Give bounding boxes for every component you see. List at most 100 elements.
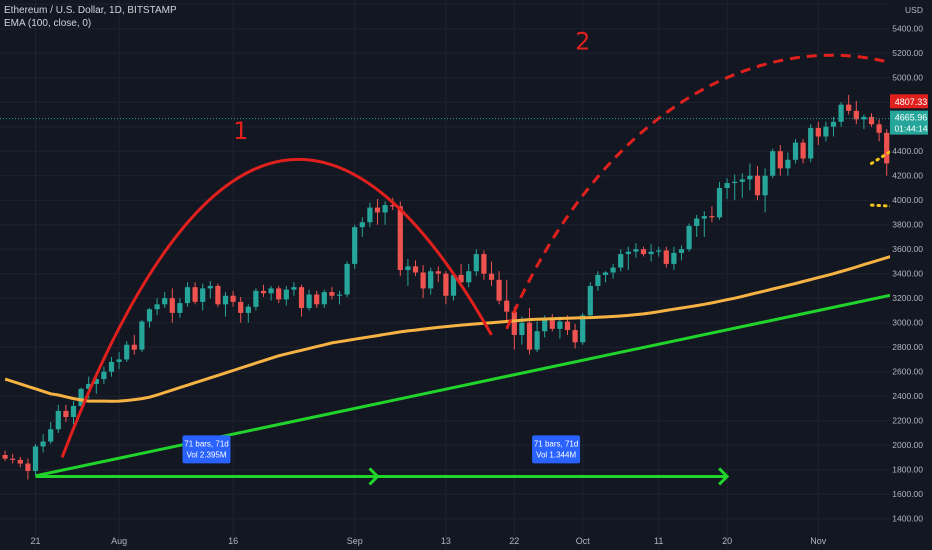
candle-body bbox=[701, 216, 707, 219]
resistance-price-bg bbox=[890, 94, 928, 109]
candle-body bbox=[846, 104, 852, 111]
price-axis-tick: 4400.00 bbox=[892, 146, 923, 156]
candle bbox=[162, 292, 168, 308]
candle bbox=[830, 116, 837, 137]
candle-body bbox=[481, 254, 487, 274]
candle-body bbox=[397, 206, 403, 271]
candle-body bbox=[306, 294, 312, 308]
candle-body bbox=[488, 273, 495, 280]
candle bbox=[838, 102, 844, 127]
candle bbox=[671, 246, 677, 271]
candle bbox=[17, 456, 23, 468]
candle-body bbox=[124, 344, 130, 360]
candle bbox=[633, 243, 639, 258]
candle bbox=[572, 323, 578, 349]
candle bbox=[595, 271, 601, 291]
candle-body bbox=[63, 410, 69, 418]
candle-body bbox=[739, 179, 745, 182]
candle-body bbox=[177, 303, 183, 313]
candle bbox=[777, 145, 783, 176]
candle bbox=[184, 282, 191, 307]
candle bbox=[443, 271, 449, 305]
candle bbox=[754, 165, 761, 201]
candle bbox=[534, 321, 540, 353]
candle bbox=[739, 173, 745, 198]
candle bbox=[625, 246, 631, 271]
candle-body bbox=[382, 205, 388, 213]
measure-info-box: 71 bars, 71d Vol 1.344M bbox=[532, 435, 581, 464]
candle-body bbox=[162, 298, 168, 305]
candle-body bbox=[656, 250, 662, 252]
candle bbox=[678, 245, 685, 261]
candle bbox=[268, 285, 274, 301]
candle bbox=[504, 279, 510, 323]
candle bbox=[435, 266, 441, 283]
measure-info-bg bbox=[182, 435, 231, 464]
candle bbox=[146, 308, 153, 328]
candle bbox=[215, 283, 221, 307]
ema-indicator-label[interactable]: EMA (100, close, 0) bbox=[4, 18, 92, 29]
time-axis-tick: 20 bbox=[722, 536, 732, 546]
candle bbox=[618, 249, 624, 272]
candle-body bbox=[139, 321, 145, 350]
label-arc-2: 2 bbox=[575, 28, 590, 56]
candle-body bbox=[169, 298, 175, 313]
candle-body bbox=[853, 110, 859, 120]
candle-body bbox=[868, 116, 875, 125]
candle bbox=[846, 94, 852, 115]
candle-body bbox=[192, 287, 198, 302]
candle-body bbox=[25, 463, 31, 471]
symbol-title[interactable]: Ethereum / U.S. Dollar, 1D, BITSTAMP bbox=[4, 5, 177, 16]
arc-1 bbox=[60, 158, 493, 458]
candle bbox=[808, 124, 814, 163]
candle-body bbox=[709, 216, 715, 218]
candle-body bbox=[534, 331, 540, 350]
candle-body bbox=[108, 361, 115, 372]
price-axis-tick: 3200.00 bbox=[892, 293, 923, 303]
candle bbox=[10, 453, 16, 464]
candle bbox=[253, 288, 259, 311]
candle bbox=[876, 119, 882, 142]
candle-body bbox=[253, 290, 259, 307]
candle-body bbox=[792, 142, 799, 160]
candle bbox=[405, 259, 411, 286]
candle bbox=[70, 401, 77, 425]
resistance-price-value: 4807.33 bbox=[895, 97, 928, 107]
candle-body bbox=[336, 294, 343, 296]
candle-body bbox=[131, 344, 137, 350]
candle bbox=[131, 334, 137, 355]
candle-body bbox=[800, 142, 806, 159]
time-axis-tick: Oct bbox=[576, 536, 591, 546]
candle bbox=[321, 289, 327, 308]
candle-body bbox=[32, 446, 39, 471]
candle-body bbox=[458, 274, 464, 283]
time-axis-tick: 11 bbox=[654, 536, 663, 546]
candle-body bbox=[785, 159, 791, 169]
candle-body bbox=[367, 207, 373, 223]
candle-body bbox=[359, 222, 365, 228]
candle-body bbox=[314, 294, 320, 305]
candle-body bbox=[572, 330, 578, 343]
candle-body bbox=[428, 271, 434, 289]
candle bbox=[154, 298, 160, 316]
candle-body bbox=[830, 121, 837, 127]
candle bbox=[732, 174, 738, 201]
candle bbox=[610, 263, 616, 279]
candle bbox=[397, 201, 403, 277]
candle-body bbox=[732, 181, 738, 184]
candle bbox=[25, 458, 31, 480]
candle-body bbox=[618, 254, 624, 268]
candle-body bbox=[238, 301, 244, 313]
candle bbox=[101, 366, 107, 384]
candle bbox=[656, 246, 662, 257]
price-axis-tick: 4200.00 bbox=[892, 171, 923, 181]
measure-info-volume: Vol 1.344M bbox=[536, 450, 576, 459]
time-axis-tick: 21 bbox=[30, 536, 40, 546]
candle bbox=[283, 285, 289, 306]
candle bbox=[473, 249, 479, 277]
candle-body bbox=[838, 104, 844, 122]
candle bbox=[716, 181, 723, 220]
candle-body bbox=[215, 285, 221, 305]
